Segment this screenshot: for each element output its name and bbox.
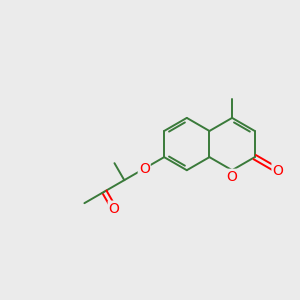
Text: O: O [227, 170, 238, 184]
Text: O: O [109, 202, 120, 216]
Text: O: O [139, 162, 150, 176]
Text: O: O [272, 164, 284, 178]
